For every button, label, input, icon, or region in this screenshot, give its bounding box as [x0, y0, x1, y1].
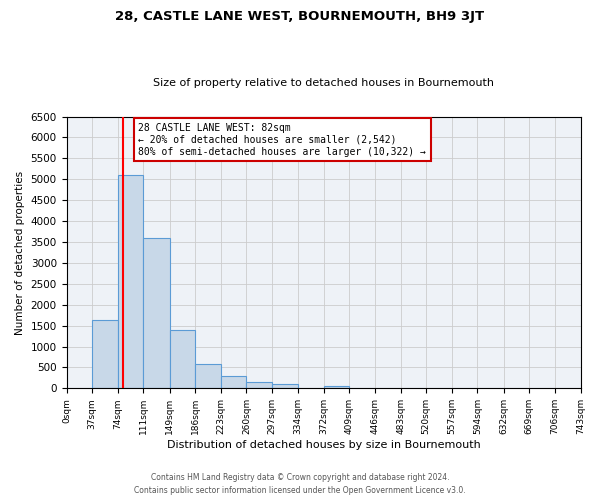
Bar	[118, 175, 143, 388]
Text: 28 CASTLE LANE WEST: 82sqm
← 20% of detached houses are smaller (2,542)
80% of s: 28 CASTLE LANE WEST: 82sqm ← 20% of deta…	[139, 124, 427, 156]
Bar	[195, 364, 221, 388]
Bar	[272, 384, 298, 388]
Y-axis label: Number of detached properties: Number of detached properties	[15, 170, 25, 334]
Bar	[247, 382, 272, 388]
Bar	[324, 386, 349, 388]
Bar	[221, 376, 247, 388]
X-axis label: Distribution of detached houses by size in Bournemouth: Distribution of detached houses by size …	[167, 440, 481, 450]
Bar	[92, 320, 118, 388]
Text: Contains HM Land Registry data © Crown copyright and database right 2024.
Contai: Contains HM Land Registry data © Crown c…	[134, 474, 466, 495]
Text: 28, CASTLE LANE WEST, BOURNEMOUTH, BH9 3JT: 28, CASTLE LANE WEST, BOURNEMOUTH, BH9 3…	[115, 10, 485, 23]
Bar	[143, 238, 170, 388]
Bar	[170, 330, 195, 388]
Title: Size of property relative to detached houses in Bournemouth: Size of property relative to detached ho…	[153, 78, 494, 88]
